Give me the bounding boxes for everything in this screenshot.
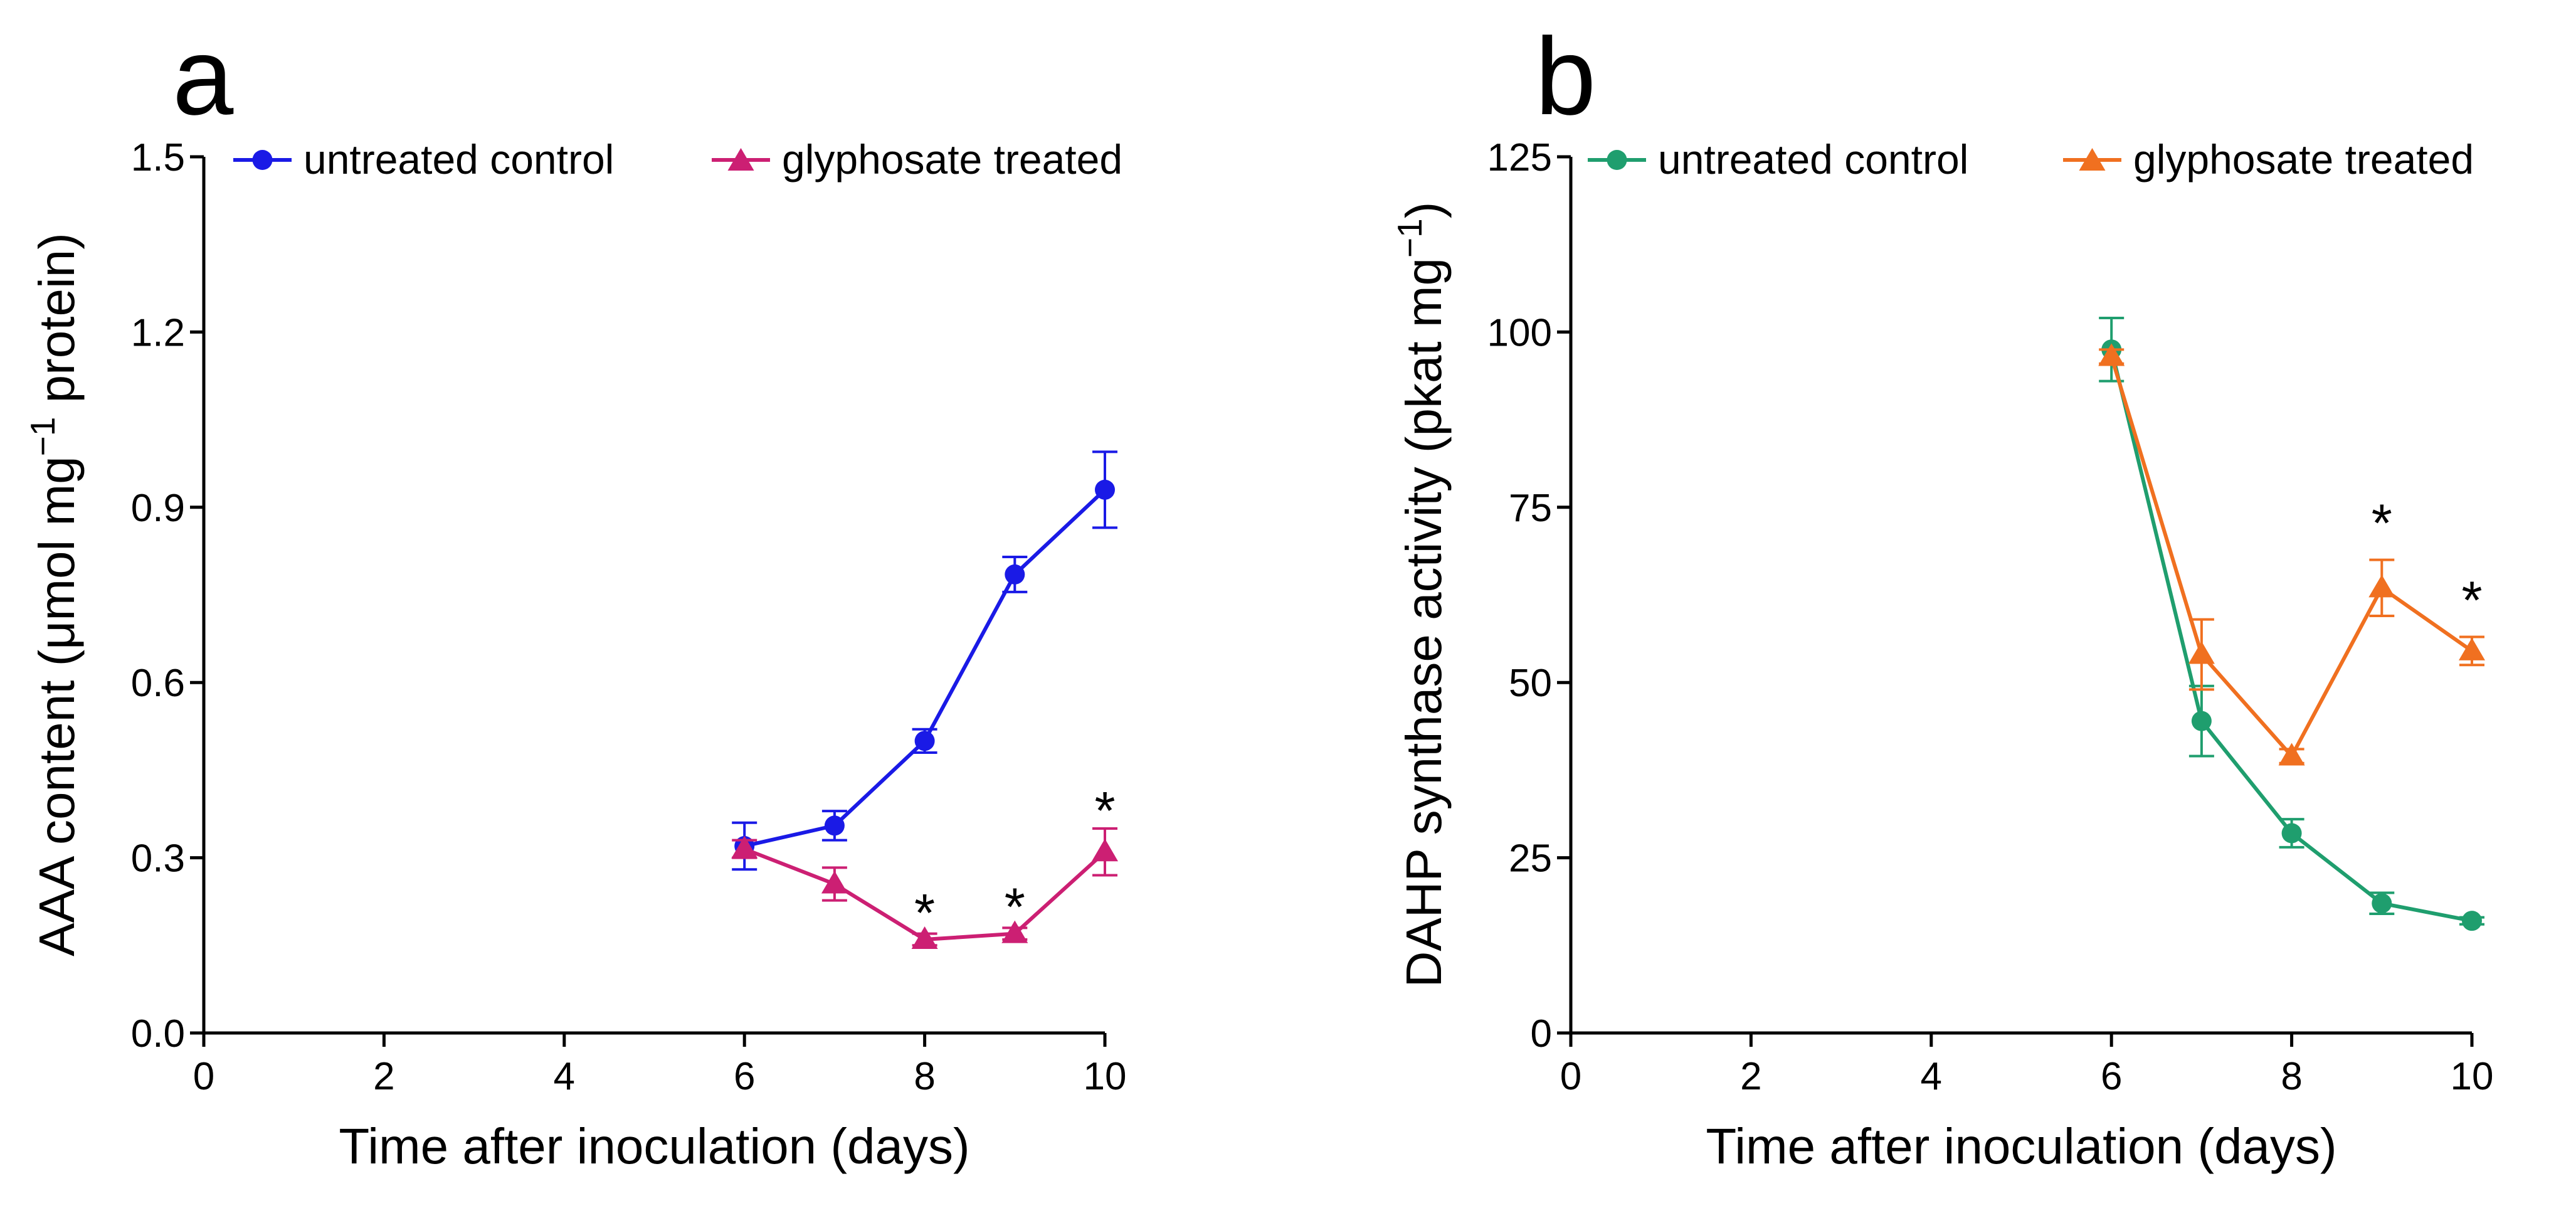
data-point-triangle	[2188, 641, 2215, 664]
y-tick-label: 100	[1487, 311, 1552, 354]
significance-asterisk: *	[1094, 781, 1115, 841]
y-tick-label: 50	[1509, 662, 1552, 705]
legend-label: untreated control	[304, 136, 614, 183]
series-line	[2111, 357, 2472, 756]
x-tick-label: 2	[1740, 1055, 1761, 1098]
significance-asterisk: *	[914, 884, 935, 943]
y-tick-label: 0.3	[131, 837, 185, 881]
data-point-triangle	[1092, 839, 1118, 861]
y-tick-label: 0.6	[131, 662, 185, 705]
x-tick-label: 6	[2101, 1055, 2122, 1098]
y-axis-title: DAHP synthase activity (pkat mg−1)	[1390, 202, 1452, 988]
data-point-circle	[2372, 893, 2392, 913]
x-tick-label: 6	[734, 1055, 755, 1098]
data-point-triangle	[2368, 575, 2395, 597]
x-axis-title: Time after inoculation (days)	[339, 1118, 969, 1174]
x-tick-label: 0	[1560, 1055, 1581, 1098]
y-axis-title-part: DAHP synthase activity (pkat mg	[1396, 258, 1452, 987]
legend-label: glyphosate treated	[782, 136, 1122, 183]
data-point-circle	[1095, 480, 1115, 500]
y-tick-label: 125	[1487, 136, 1552, 179]
legend-label: untreated control	[1658, 136, 1968, 183]
legend-item: untreated control	[233, 136, 614, 183]
y-tick-label: 75	[1509, 487, 1552, 530]
x-tick-label: 0	[193, 1055, 214, 1098]
chart-panel-b: b 0 25 50 75 100 125 0 2 4 6 8 10 Time after inoculat…	[1390, 16, 2493, 1174]
y-tick-label: 0	[1531, 1012, 1552, 1056]
x-tick-label: 8	[914, 1055, 935, 1098]
y-axis-title: AAA content (μmol mg−1 protein)	[23, 233, 85, 956]
y-axis-title-part: −1	[1390, 218, 1429, 258]
x-tick-label: 4	[1921, 1055, 1942, 1098]
legend-item: untreated control	[1588, 136, 1968, 183]
y-tick-label: 0.9	[131, 487, 185, 530]
y-tick-label: 0.0	[131, 1012, 185, 1056]
chart-panel-a: a 0.0 0.3 0.6 0.9 1.2 1.5 0 2 4 6 8 10 Time after ino…	[23, 16, 1126, 1174]
data-point-circle	[2282, 823, 2302, 843]
data-point-circle	[2462, 911, 2482, 931]
significance-asterisk: *	[1005, 877, 1025, 937]
y-axis-title-part: protein)	[29, 233, 85, 416]
x-tick-label: 10	[1084, 1055, 1127, 1098]
series-glyphosate-treated	[2098, 344, 2485, 766]
legend-marker-circle	[253, 150, 273, 170]
significance-asterisk: *	[2461, 571, 2482, 631]
series-untreated-control	[732, 452, 1117, 869]
y-axis-title-part: )	[1396, 202, 1452, 219]
series-untreated-control	[2099, 318, 2484, 931]
x-tick-label: 4	[554, 1055, 575, 1098]
y-axis-title-part: −1	[23, 417, 62, 457]
y-tick-label: 25	[1509, 837, 1552, 881]
y-axis-title-part: μ	[29, 621, 85, 650]
panel-label: a	[172, 16, 234, 138]
x-tick-label: 2	[373, 1055, 394, 1098]
y-tick-label: 1.5	[131, 136, 185, 179]
x-tick-label: 8	[2281, 1055, 2302, 1098]
x-axis-title: Time after inoculation (days)	[1706, 1118, 2336, 1174]
figure: a 0.0 0.3 0.6 0.9 1.2 1.5 0 2 4 6 8 10 Time after ino…	[0, 0, 2576, 1218]
panel-label: b	[1535, 16, 1596, 138]
y-axis-title-part: AAA content (	[29, 649, 85, 956]
y-tick-label: 1.2	[131, 311, 185, 354]
data-point-circle	[1005, 564, 1025, 585]
data-point-circle	[915, 731, 935, 751]
legend-item: glyphosate treated	[712, 136, 1122, 183]
x-tick-label: 10	[2451, 1055, 2494, 1098]
data-point-triangle	[2459, 638, 2485, 660]
series-line	[744, 490, 1105, 846]
significance-asterisk: *	[2372, 494, 2392, 554]
legend-label: glyphosate treated	[2133, 136, 2474, 183]
legend-marker-circle	[1607, 150, 1627, 170]
y-axis-title-part: mol mg	[29, 456, 85, 620]
legend-item: glyphosate treated	[2063, 136, 2474, 183]
data-point-circle	[825, 815, 845, 835]
data-point-circle	[2192, 711, 2212, 731]
